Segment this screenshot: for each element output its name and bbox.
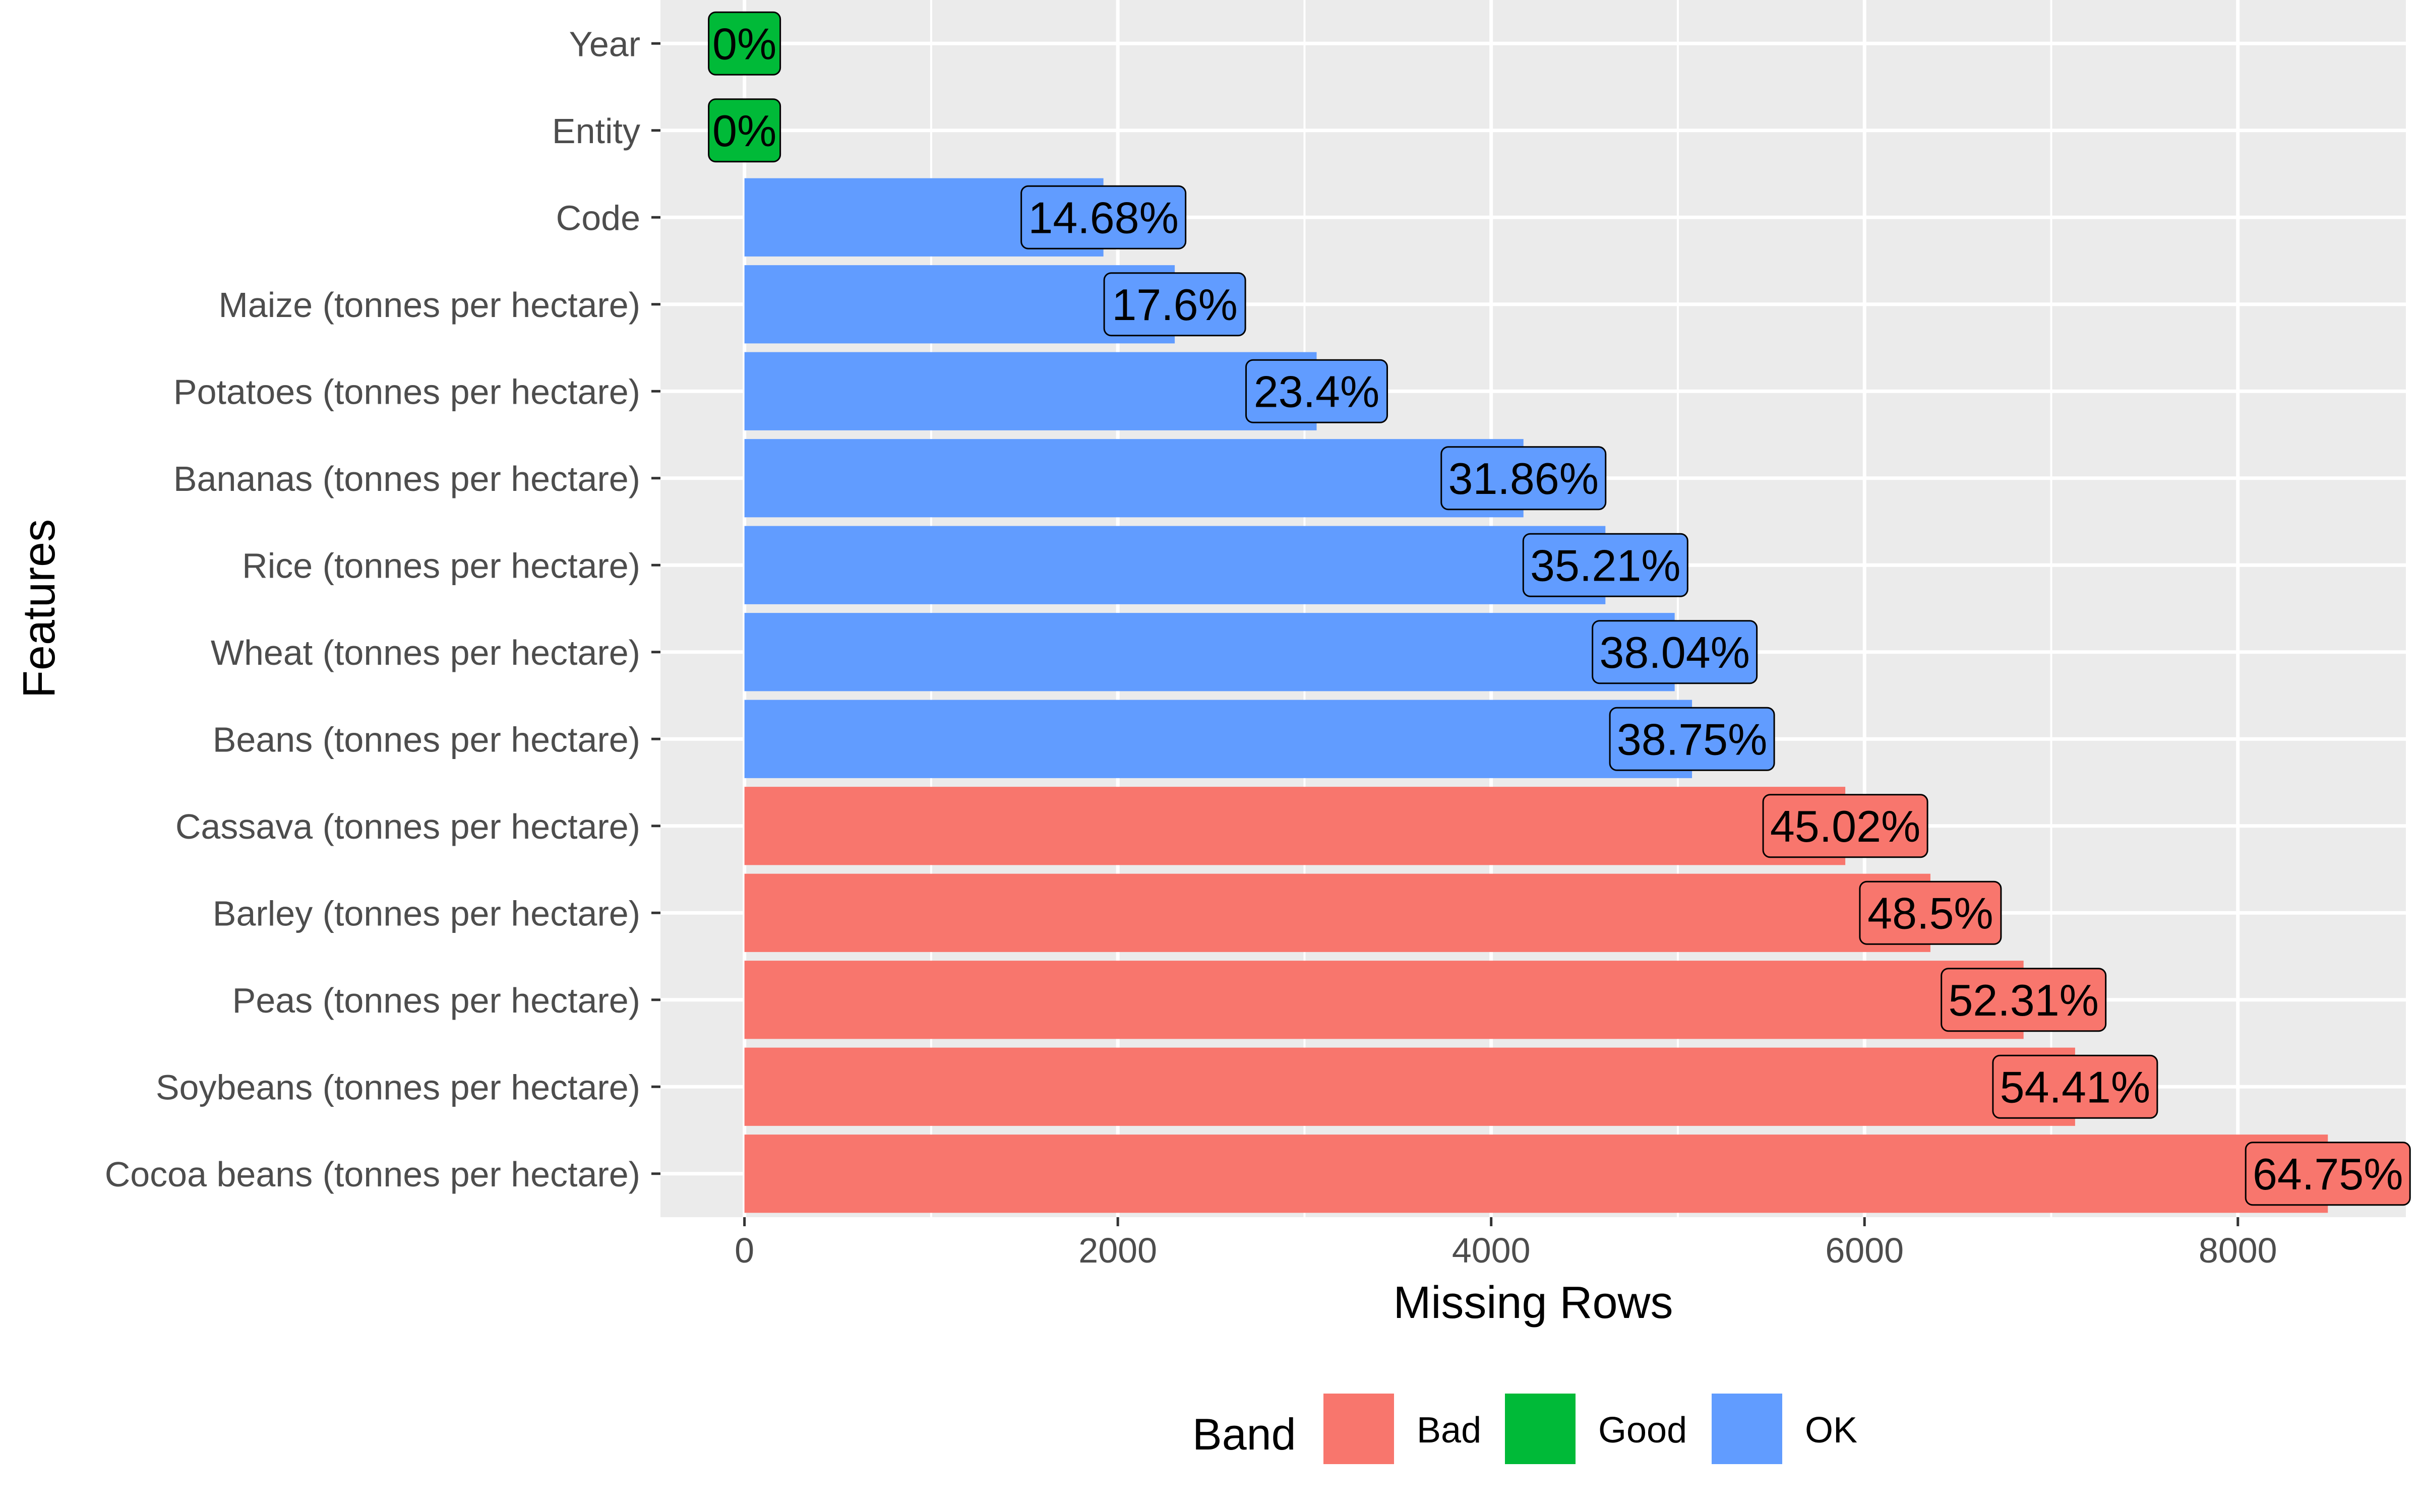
data-label: 45.02% [1762,794,1928,858]
y-tick-label: Entity [552,111,640,151]
data-label: 31.86% [1440,446,1607,511]
data-label-box [1245,359,1388,423]
x-tick-label: 8000 [2199,1231,2277,1270]
data-label: 14.68% [1020,185,1187,249]
legend-item: Bad [1323,1394,1481,1464]
bar [744,352,1317,430]
y-tick-label: Maize (tonnes per hectare) [218,285,640,325]
bar [744,526,1606,604]
bar [744,1047,2075,1126]
x-axis: 0 2000 4000 6000 8000 [735,1217,2277,1270]
y-axis-title: Features [14,519,65,698]
legend-label: Good [1598,1410,1687,1451]
legend-item: OK [1712,1394,1857,1464]
data-label-text: 17.6% [1112,280,1238,330]
x-tick-label: 2000 [1078,1231,1157,1270]
y-tick-label: Bananas (tonnes per hectare) [173,459,640,498]
data-label: 0% [708,98,781,163]
y-tick-label: Wheat (tonnes per hectare) [211,633,640,672]
y-tick-label: Potatoes (tonnes per hectare) [173,372,640,411]
data-label: 54.41% [1992,1054,2158,1119]
legend-label: OK [1805,1410,1857,1451]
data-label-box [708,98,781,163]
bar [744,961,2024,1039]
data-label-box [1592,620,1758,684]
data-label-box [708,11,781,76]
legend-key [1505,1394,1576,1464]
x-axis-title: Missing Rows [1393,1278,1673,1328]
data-label: 0% [708,11,781,76]
bars [744,178,2328,1213]
data-label-text: 54.41% [2000,1062,2150,1112]
data-label-text: 38.75% [1617,714,1767,764]
legend-label: Bad [1417,1410,1481,1451]
y-axis: Year Entity Code Maize (tonnes per hectare)… [105,24,660,1194]
data-label: 35.21% [1522,533,1688,597]
y-tick-label: Peas (tonnes per hectare) [232,981,640,1020]
data-label: 38.04% [1592,620,1758,684]
bar [744,1135,2328,1213]
y-tick-label: Year [569,24,640,64]
legend-key [1323,1394,1394,1464]
y-tick-label: Rice (tonnes per hectare) [242,546,640,585]
data-label-text: 52.31% [1948,975,2098,1025]
data-label-text: 31.86% [1448,454,1599,503]
data-label: 64.75% [2245,1142,2411,1206]
y-tick-label: Code [556,198,640,237]
data-label-text: 14.68% [1028,193,1178,242]
y-tick-label: Barley (tonnes per hectare) [213,894,640,933]
data-labels: 0% 0% 14.68% 17.6% 23.4% 31.86% 35.21% 38.04% 38… [708,11,2411,1206]
data-label-box [1992,1054,2158,1119]
data-label-text: 45.02% [1770,801,1920,851]
y-tick-label: Beans (tonnes per hectare) [213,720,640,759]
data-label: 23.4% [1245,359,1388,423]
bar [744,439,1524,518]
data-label-text: 35.21% [1530,540,1680,590]
legend-key [1712,1394,1782,1464]
data-label-text: 0% [712,106,776,156]
data-label-text: 38.04% [1599,627,1749,677]
bar [744,787,1846,865]
data-label-text: 0% [712,19,776,69]
bar [744,700,1692,778]
x-tick-label: 4000 [1452,1231,1531,1270]
bar [744,873,1930,952]
data-label-box [1020,185,1187,249]
data-label-box [1522,533,1688,597]
data-label-text: 48.5% [1867,888,1993,938]
data-label-box [2245,1142,2411,1206]
legend-item: Good [1505,1394,1687,1464]
bar [744,265,1175,344]
data-label-box [1762,794,1928,858]
y-tick-label: Cocoa beans (tonnes per hectare) [105,1155,640,1194]
data-label-box [1440,446,1607,511]
data-label-box [1609,707,1775,771]
y-tick-label: Cassava (tonnes per hectare) [175,807,640,846]
x-tick-label: 6000 [1825,1231,1904,1270]
x-tick-label: 0 [735,1231,754,1270]
data-label-text: 64.75% [2253,1149,2403,1199]
data-label: 38.75% [1609,707,1775,771]
data-label-text: 23.4% [1254,366,1380,416]
data-label-box [1103,272,1246,337]
data-label-box [1859,880,2002,945]
data-label-box [1941,968,2107,1032]
legend-title: Band [1192,1409,1296,1459]
data-label: 52.31% [1941,968,2107,1032]
y-tick-label: Soybeans (tonnes per hectare) [156,1067,640,1107]
bar [744,613,1675,691]
data-label: 17.6% [1103,272,1246,337]
data-label: 48.5% [1859,880,2002,945]
legend: Band Bad Good OK [1192,1394,1857,1464]
